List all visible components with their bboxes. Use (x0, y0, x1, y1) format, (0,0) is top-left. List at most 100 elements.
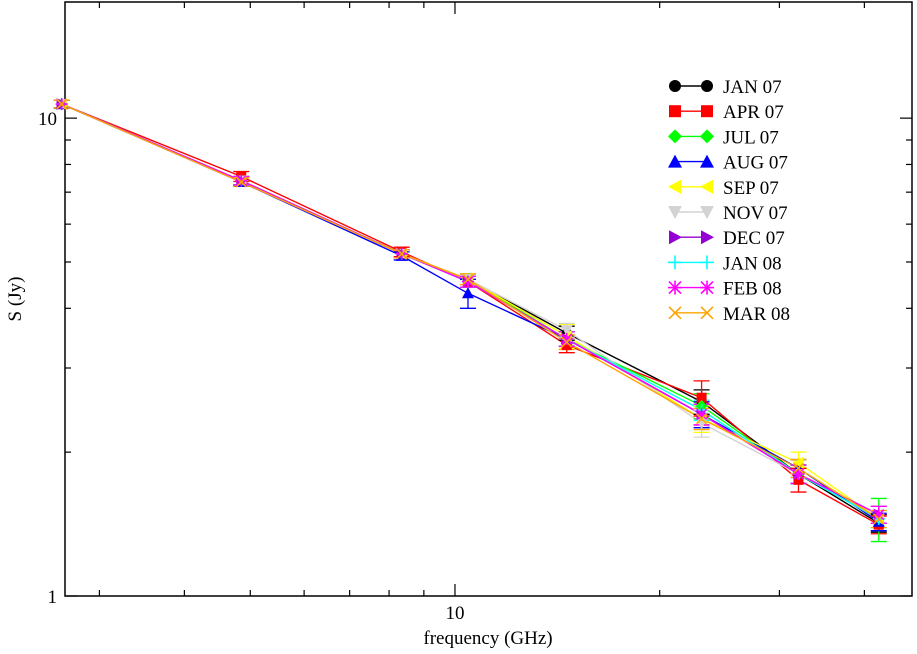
legend-marker (701, 80, 713, 92)
marker-shape (669, 230, 682, 245)
data-point-mar-08 (462, 273, 474, 285)
legend-label: JAN 07 (723, 77, 782, 98)
marker-shape (700, 306, 714, 320)
y-axis-label: S (Jy) (5, 277, 26, 322)
legend-marker (700, 179, 713, 194)
data-point-feb-08 (461, 275, 474, 288)
legend-label: DEC 07 (723, 228, 785, 249)
legend-label: AUG 07 (723, 153, 788, 174)
marker-shape (700, 281, 714, 295)
y-tick-label: 10 (38, 109, 57, 130)
legend-marker (668, 154, 682, 168)
data-point-mar-08 (792, 462, 805, 474)
marker-shape (462, 275, 474, 288)
legend: JAN 07 APR 07 JUL 07 AUG 07 SEP 07 NOV 07 DEC … (668, 77, 790, 325)
marker-shape (561, 336, 573, 348)
marker-shape (696, 413, 708, 425)
legend-label: APR 07 (723, 102, 784, 123)
data-point-aug-07 (461, 287, 474, 299)
legend-marker (669, 105, 681, 118)
data-point-mar-08 (561, 336, 573, 348)
legend-marker (701, 230, 714, 245)
marker-shape (669, 105, 681, 118)
marker-shape (700, 129, 714, 144)
legend-label: SEP 07 (723, 178, 779, 199)
legend-marker (668, 280, 682, 295)
legend-marker (700, 129, 714, 144)
marker-shape (700, 206, 714, 219)
marker-shape (235, 176, 247, 188)
axis-ticks (65, 2, 912, 597)
data-point-feb-08 (560, 332, 573, 345)
marker-shape (668, 306, 682, 320)
legend-marker (668, 255, 682, 270)
data-point-mar-08 (235, 176, 247, 188)
marker-shape (561, 340, 572, 351)
marker-shape (396, 248, 408, 260)
data-point-mar-08 (56, 98, 68, 110)
data-markers (55, 98, 885, 530)
data-point-mar-08 (696, 413, 708, 425)
marker-shape (561, 333, 573, 345)
data-point-feb-08 (792, 468, 805, 481)
legend-marker (669, 80, 681, 92)
marker-shape (668, 129, 682, 144)
data-point-apr-07 (696, 392, 707, 403)
marker-shape (668, 179, 681, 194)
legend-item-feb-08: FEB 08 (668, 279, 782, 300)
data-point-nov-07 (560, 325, 573, 337)
plot-frame (64, 1, 913, 597)
marker-shape (235, 175, 247, 187)
legend-label: NOV 07 (723, 203, 788, 224)
legend-item-mar-08: MAR 08 (668, 304, 790, 325)
tick-labels: 10 1 10 (38, 109, 464, 624)
legend-item-jan-08: JAN 08 (668, 253, 782, 274)
legend-marker (669, 230, 682, 245)
marker-shape (701, 230, 714, 245)
legend-label: JAN 08 (723, 253, 782, 274)
data-point-feb-08 (235, 174, 248, 187)
marker-shape (669, 80, 681, 92)
legend-item-apr-07: APR 07 (669, 102, 784, 123)
legend-item-dec-07: DEC 07 (669, 228, 785, 249)
legend-marker (668, 129, 682, 144)
legend-marker (668, 179, 681, 194)
data-point-apr-07 (561, 340, 572, 351)
marker-shape (701, 105, 713, 118)
series-lines (61, 103, 880, 526)
legend-label: MAR 08 (723, 304, 790, 325)
legend-item-aug-07: AUG 07 (668, 153, 788, 174)
data-point-mar-08 (873, 513, 885, 525)
legend-item-jan-07: JAN 07 (669, 77, 782, 98)
marker-shape (461, 287, 474, 299)
legend-item-nov-07: NOV 07 (668, 203, 788, 224)
marker-shape (792, 462, 805, 474)
legend-item-sep-07: SEP 07 (668, 178, 779, 199)
x-tick-label: 10 (445, 603, 464, 624)
marker-shape (462, 273, 474, 285)
legend-label: JUL 07 (723, 127, 779, 148)
marker-shape (56, 98, 68, 110)
marker-shape (873, 509, 885, 521)
x-axis-label: frequency (GHz) (423, 628, 552, 649)
series-line-mar-08 (61, 103, 880, 520)
legend-marker (700, 206, 714, 219)
legend-marker (700, 306, 714, 320)
legend-label: FEB 08 (723, 279, 782, 300)
marker-shape (696, 392, 707, 403)
legend-marker (700, 255, 714, 270)
legend-marker (700, 154, 714, 168)
marker-shape (668, 154, 682, 168)
data-point-mar-08 (396, 248, 408, 260)
y-tick-label: 1 (48, 587, 58, 608)
marker-shape (701, 80, 713, 92)
legend-marker (701, 105, 713, 118)
marker-shape (700, 154, 714, 168)
legend-marker (668, 306, 682, 320)
marker-shape (700, 179, 713, 194)
legend-marker (700, 280, 714, 295)
legend-marker (668, 206, 682, 219)
marker-shape (668, 281, 682, 295)
legend-item-jul-07: JUL 07 (668, 127, 779, 148)
